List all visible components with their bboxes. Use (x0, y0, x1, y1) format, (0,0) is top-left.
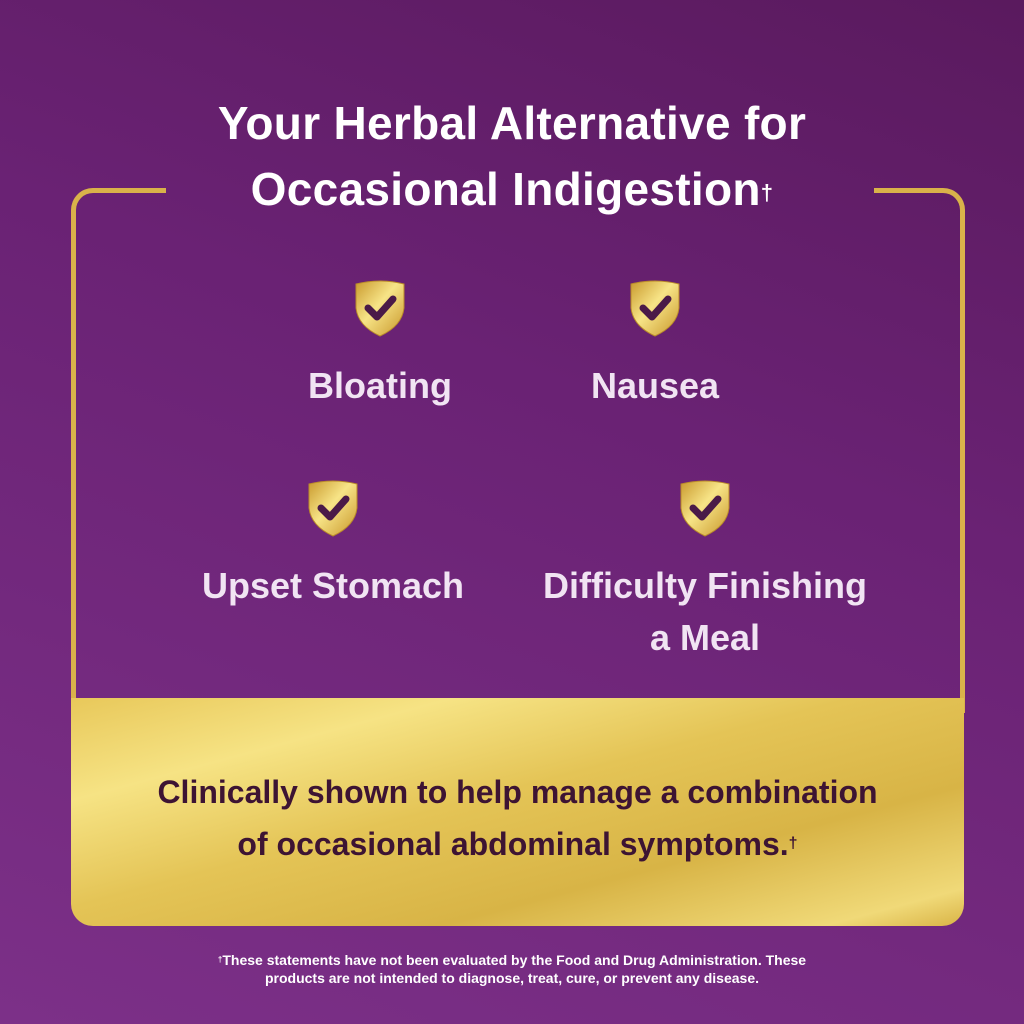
headline-line2: Occasional Indigestion† (250, 163, 774, 215)
benefit-label-line2: a Meal (649, 617, 761, 658)
benefit-nausea: Nausea (555, 278, 755, 412)
claim-text: Clinically shown to help manage a combin… (71, 766, 964, 870)
claim-line2: of occasional abdominal symptoms.† (237, 826, 798, 862)
benefit-label: Bloating (308, 365, 452, 406)
disclaimer-line1: †These statements have not been evaluate… (217, 952, 807, 968)
benefit-upset-stomach: Upset Stomach (183, 478, 483, 612)
benefit-label: Upset Stomach (201, 565, 465, 606)
gold-frame-left (71, 188, 166, 713)
shield-check-icon (675, 478, 735, 538)
claim-panel: Clinically shown to help manage a combin… (71, 698, 964, 926)
shield-check-icon (303, 478, 363, 538)
gold-frame-right (874, 188, 965, 713)
benefit-label: Nausea (590, 365, 720, 406)
headline: Your Herbal Alternative for Occasional I… (0, 90, 1024, 222)
headline-line1: Your Herbal Alternative for (217, 97, 807, 149)
benefit-bloating: Bloating (280, 278, 480, 412)
benefit-label-line1: Difficulty Finishing (543, 565, 867, 606)
claim-line1: Clinically shown to help manage a combin… (157, 774, 878, 810)
shield-check-icon (350, 278, 410, 338)
shield-check-icon (625, 278, 685, 338)
benefit-difficulty-finishing-meal: Difficulty Finishing a Meal (505, 478, 905, 664)
disclaimer-line2: products are not intended to diagnose, t… (264, 970, 759, 986)
fda-disclaimer: †These statements have not been evaluate… (0, 951, 1024, 987)
